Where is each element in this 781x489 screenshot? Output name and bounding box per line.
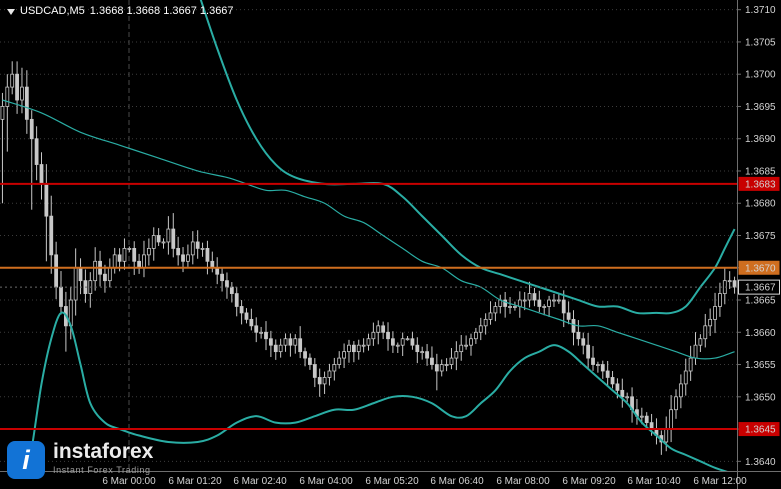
svg-text:1.3683: 1.3683 (745, 179, 776, 190)
brand-name: instaforex (53, 440, 154, 463)
candles-layer (0, 61, 737, 455)
svg-text:6 Mar 01:20: 6 Mar 01:20 (168, 476, 222, 487)
svg-text:6 Mar 05:20: 6 Mar 05:20 (365, 476, 419, 487)
price-tags-layer: 1.3683 1.3670 1.3645 1.3667 (738, 176, 780, 437)
svg-text:6 Mar 12:00: 6 Mar 12:00 (693, 476, 747, 487)
svg-text:6 Mar 08:00: 6 Mar 08:00 (496, 476, 550, 487)
ohlc-values: 1.3668 1.3668 1.3667 1.3667 (89, 5, 234, 17)
svg-text:1.3695: 1.3695 (745, 102, 776, 113)
svg-text:6 Mar 02:40: 6 Mar 02:40 (233, 476, 287, 487)
price-tag-1.3683 (738, 176, 780, 191)
svg-text:1.3700: 1.3700 (745, 70, 776, 81)
svg-text:1.3680: 1.3680 (745, 199, 776, 210)
instaforex-logo-icon: i (7, 441, 45, 479)
price-tag-1.3645 (738, 422, 780, 437)
svg-text:6 Mar 09:20: 6 Mar 09:20 (562, 476, 616, 487)
svg-text:1.3670: 1.3670 (745, 263, 776, 274)
brand-tagline: Instant Forex Trading (53, 465, 151, 475)
chart-header: USDCAD,M5 1.3668 1.3668 1.3667 1.3667 (7, 5, 234, 17)
svg-text:1.3640: 1.3640 (745, 457, 776, 468)
bollinger-bands-layer (2, 0, 736, 471)
price-tag-1.3667 (738, 279, 780, 295)
bollinger-upper-line (199, 0, 736, 315)
logo-letter: i (22, 444, 30, 475)
broker-watermark: i instaforex Instant Forex Trading (7, 441, 153, 479)
symbol-marker-icon (7, 8, 15, 15)
svg-text:6 Mar 00:00: 6 Mar 00:00 (102, 476, 156, 487)
symbol-label: USDCAD,M5 (20, 5, 85, 17)
svg-text:6 Mar 04:00: 6 Mar 04:00 (299, 476, 353, 487)
price-tag-1.3670 (738, 260, 780, 275)
svg-text:1.3710: 1.3710 (745, 5, 776, 16)
svg-text:1.3665: 1.3665 (745, 296, 776, 307)
brand-text-block: instaforex Instant Forex Trading (53, 440, 154, 476)
bollinger-lower-line (26, 311, 728, 471)
svg-text:1.3690: 1.3690 (745, 134, 776, 145)
time-axis[interactable]: 6 Mar 00:00 6 Mar 01:20 6 Mar 02:40 6 Mar 0… (102, 476, 747, 487)
svg-text:1.3655: 1.3655 (745, 360, 776, 371)
svg-text:1.3685: 1.3685 (745, 166, 776, 177)
svg-text:1.3645: 1.3645 (745, 425, 776, 436)
bollinger-middle-line (2, 99, 735, 360)
level-lines-layer (0, 182, 737, 431)
svg-text:1.3660: 1.3660 (745, 328, 776, 339)
svg-text:1.3667: 1.3667 (745, 283, 776, 294)
svg-text:1.3705: 1.3705 (745, 37, 776, 48)
svg-text:6 Mar 10:40: 6 Mar 10:40 (627, 476, 681, 487)
svg-text:1.3650: 1.3650 (745, 392, 776, 403)
svg-text:1.3675: 1.3675 (745, 231, 776, 242)
grid-layer (0, 0, 737, 471)
svg-text:6 Mar 06:40: 6 Mar 06:40 (430, 476, 484, 487)
